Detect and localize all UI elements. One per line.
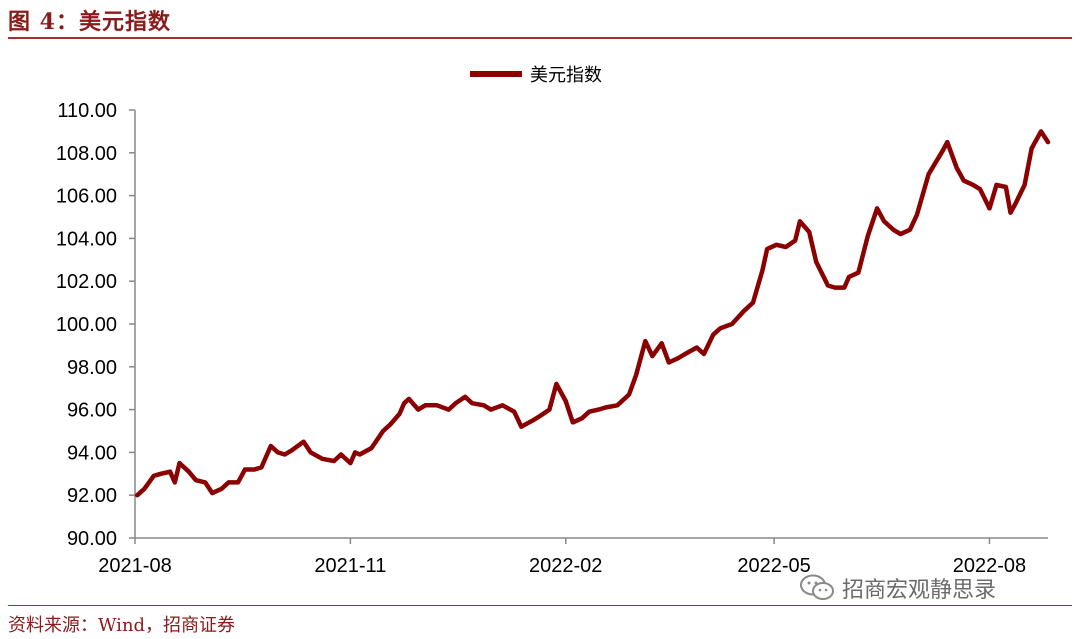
x-tick-label: 2022-02 bbox=[529, 555, 602, 577]
x-tick-label: 2022-05 bbox=[737, 555, 810, 577]
y-tick-label: 106.00 bbox=[56, 186, 117, 208]
source-note: 资料来源：Wind，招商证券 bbox=[8, 615, 236, 636]
y-tick-label: 108.00 bbox=[56, 143, 117, 165]
watermark: 招商宏观静思录 bbox=[800, 572, 996, 604]
y-tick-label: 100.00 bbox=[56, 314, 117, 336]
y-tick-label: 104.00 bbox=[56, 228, 117, 250]
watermark-text: 招商宏观静思录 bbox=[842, 578, 997, 603]
series-line-usd-index bbox=[135, 129, 1051, 498]
legend-label: 美元指数 bbox=[530, 65, 602, 86]
series bbox=[135, 129, 1051, 498]
ticks: 90.00 92.00 94.00 96.00 98.00 100.00 102.00 104… bbox=[56, 100, 1026, 577]
wechat-icon bbox=[800, 574, 834, 600]
legend: 美元指数 bbox=[470, 65, 602, 86]
source-rule bbox=[8, 605, 1072, 606]
axes bbox=[134, 110, 1048, 539]
y-tick-label: 98.00 bbox=[67, 357, 117, 379]
x-tick-label: 2021-08 bbox=[98, 555, 171, 577]
y-tick-label: 92.00 bbox=[67, 485, 117, 507]
y-tick-label: 102.00 bbox=[56, 271, 117, 293]
y-tick-label: 94.00 bbox=[67, 442, 117, 464]
x-tick-label: 2022-08 bbox=[953, 555, 1026, 577]
title-rule bbox=[8, 37, 1072, 39]
y-tick-label: 110.00 bbox=[57, 100, 117, 122]
y-tick-label: 90.00 bbox=[67, 528, 117, 550]
figure-title: 图 4：美元指数 bbox=[8, 9, 171, 35]
x-tick-label: 2021-11 bbox=[314, 555, 386, 577]
y-tick-label: 96.00 bbox=[67, 400, 117, 422]
